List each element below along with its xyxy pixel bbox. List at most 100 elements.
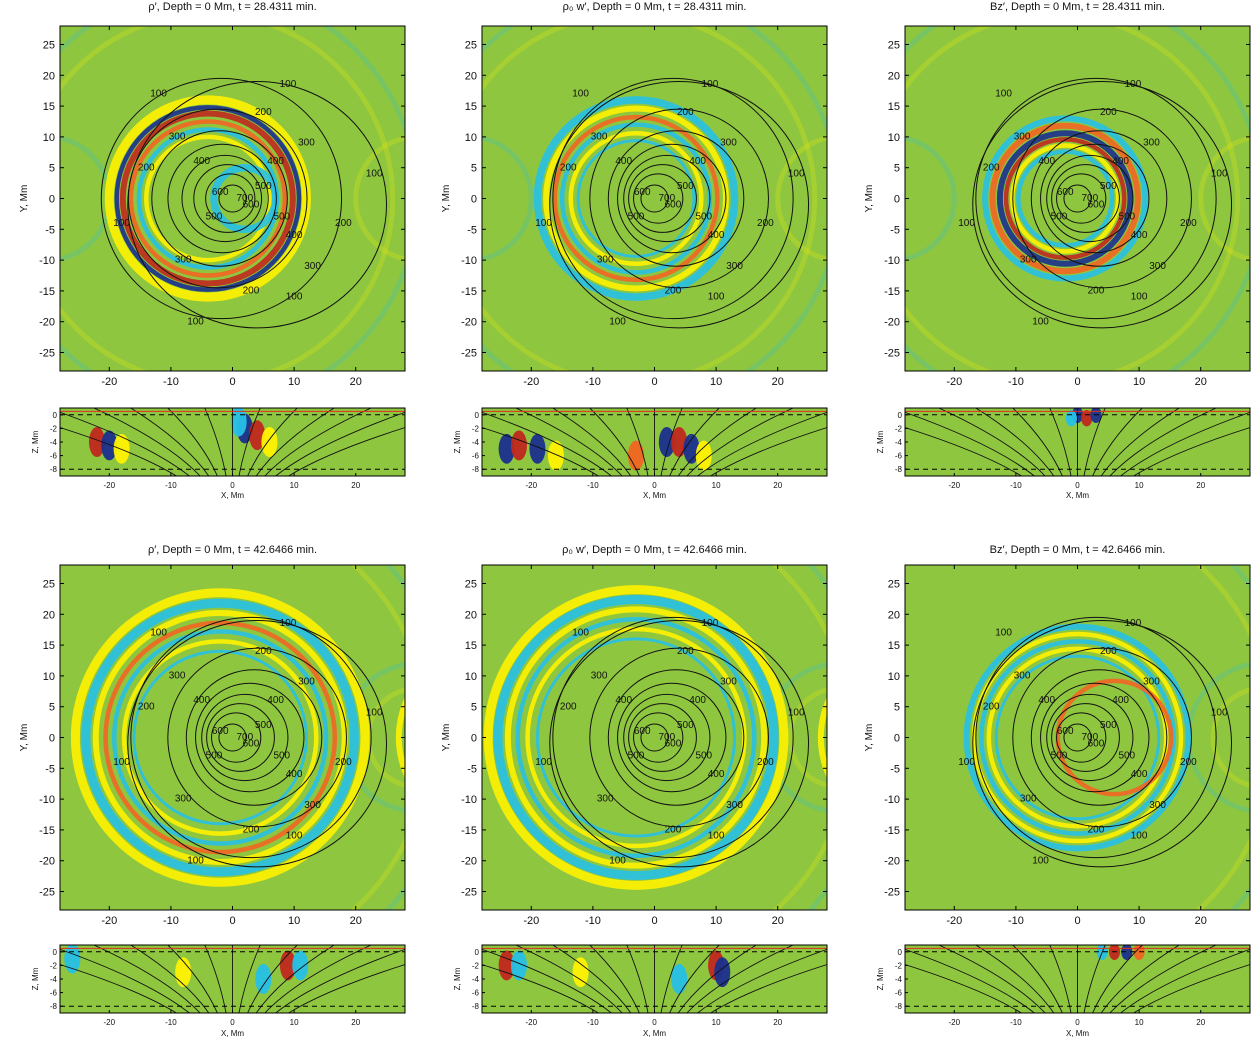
wave-front — [128, 119, 288, 278]
panel-1: ρ′, Depth = 0 Mm, t = 28.4311 min.100100… — [19, 1, 406, 500]
x-tick-label: 20 — [350, 376, 362, 388]
slice-field-line — [905, 427, 1022, 476]
contour-label: 300 — [1014, 671, 1031, 682]
field-contour — [130, 616, 372, 859]
y-tick-label: 20 — [888, 70, 900, 82]
map-content: 100 100 100 100 100 100 200 200 200 200 300 300 300 3… — [958, 565, 1250, 910]
slice-z-tick-label: -6 — [50, 452, 58, 461]
wave-front — [533, 96, 739, 301]
slice-content — [60, 408, 405, 476]
y-tick-label: 25 — [888, 578, 900, 590]
slice-blob — [572, 957, 589, 988]
contour-label: 500 — [206, 751, 223, 762]
contour-label: 400 — [286, 230, 303, 241]
y-tick-label: 10 — [465, 671, 477, 683]
y-tick-label: -25 — [884, 887, 900, 899]
contour-label: 100 — [1032, 316, 1049, 327]
contour-label: 200 — [335, 757, 352, 768]
y-axis-label: Y, Mm — [441, 724, 452, 752]
wave-front — [132, 649, 308, 826]
wave-front — [996, 130, 1134, 267]
slice-blob — [714, 957, 731, 988]
contour-label: 100 — [1125, 618, 1142, 629]
wave-front — [493, 595, 779, 880]
contour-label: 200 — [1180, 757, 1197, 768]
field-contour — [167, 143, 277, 254]
slice-field-line — [288, 427, 405, 476]
slice-x-tick-label: 10 — [712, 1018, 721, 1027]
slice-blob — [510, 430, 527, 461]
slice-blob — [279, 950, 296, 981]
field-contour — [975, 616, 1217, 859]
contour-label: 100 — [113, 218, 130, 229]
field-contour — [617, 682, 727, 793]
contour-label: 600 — [1088, 738, 1105, 749]
map-content: 100 100 100 100 100 100 200 200 200 200 300 300 300 3… — [70, 565, 405, 910]
y-tick-label: -15 — [39, 286, 55, 298]
field-contour — [185, 669, 323, 806]
slice-x-tick-label: 10 — [712, 481, 721, 490]
field-contour — [181, 154, 269, 243]
contour-label: 300 — [169, 132, 186, 143]
slice-content — [482, 945, 827, 1013]
contour-label: 300 — [304, 800, 321, 811]
contour-label: 100 — [702, 79, 719, 90]
slice-field-line — [275, 411, 405, 476]
x-tick-label: -10 — [585, 376, 601, 388]
contour-label: 100 — [1131, 831, 1148, 842]
contour-label: 300 — [175, 794, 192, 805]
wave-front — [103, 620, 338, 855]
slice-z-tick-label: 0 — [475, 411, 480, 420]
slice-field-line — [1120, 411, 1250, 476]
contour-label: 100 — [535, 218, 552, 229]
field-contour — [552, 77, 794, 320]
slice-content — [60, 945, 405, 1013]
slice-x-tick-label: 0 — [1075, 481, 1080, 490]
slice-x-axis-label: X, Mm — [1066, 1029, 1089, 1038]
slice-x-tick-label: 20 — [351, 481, 360, 490]
slice-field-line — [264, 945, 372, 1013]
field-contour — [589, 647, 769, 828]
wave-front — [210, 163, 280, 234]
y-tick-label: 0 — [471, 194, 477, 206]
contour-label: 300 — [720, 677, 737, 688]
slice-x-tick-label: 0 — [230, 1018, 235, 1027]
y-tick-label: -5 — [467, 224, 477, 236]
panel-title: ρ′, Depth = 0 Mm, t = 42.6466 min. — [148, 544, 317, 556]
slice-x-tick-label: 10 — [1135, 1018, 1144, 1027]
slice-field-line — [1109, 408, 1217, 476]
y-tick-label: 0 — [49, 194, 55, 206]
slice-field-line — [938, 945, 1046, 1013]
x-tick-label: -10 — [1008, 915, 1024, 927]
y-tick-label: 5 — [471, 702, 477, 714]
contour-label: 500 — [1118, 212, 1135, 223]
y-tick-label: -20 — [884, 856, 900, 868]
slice-z-axis-label: Z, Mm — [453, 430, 462, 453]
contour-label: 200 — [757, 757, 774, 768]
contour-label: 100 — [286, 292, 303, 303]
contour-label: 700 — [236, 732, 253, 743]
slice-z-tick-label: -4 — [50, 438, 58, 447]
contour-label: 100 — [958, 757, 975, 768]
field-contour — [628, 703, 697, 772]
wave-ripple — [905, 26, 1241, 371]
contour-label: 300 — [1149, 800, 1166, 811]
contour-label: 700 — [1081, 193, 1098, 204]
slice-z-tick-label: -2 — [472, 961, 480, 970]
side-panel: -20 -10 0 10 20 0 -2 -4 -6 -8 X, Mm Z, Mm — [453, 944, 828, 1038]
contour-label: 200 — [560, 701, 577, 712]
field-contour — [972, 619, 1233, 868]
contour-label: 300 — [597, 255, 614, 266]
slice-z-tick-label: 0 — [53, 948, 58, 957]
y-tick-label: -5 — [45, 763, 55, 775]
wave-front — [121, 639, 319, 836]
y-axis-label: Y, Mm — [864, 724, 875, 752]
field-contour — [1040, 682, 1150, 793]
slice-z-tick-label: -4 — [895, 975, 903, 984]
y-tick-label: -10 — [461, 255, 477, 267]
slice-blob — [292, 950, 309, 981]
contour-label: 600 — [243, 199, 260, 210]
contour-label: 200 — [560, 162, 577, 173]
slice-field-line — [288, 964, 405, 1013]
y-tick-label: 15 — [888, 101, 900, 113]
